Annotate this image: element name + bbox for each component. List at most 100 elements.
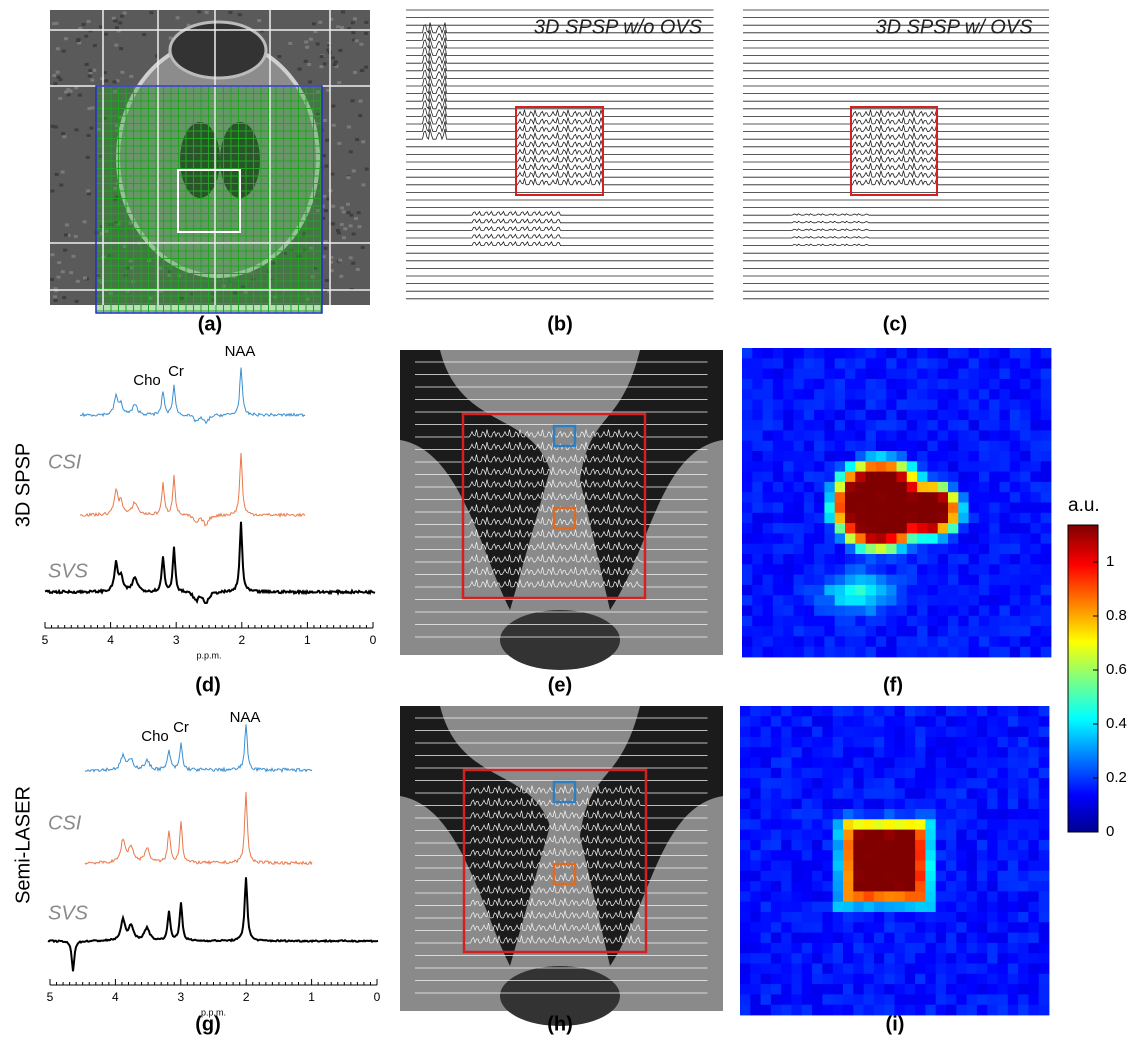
heat-cell xyxy=(750,922,761,933)
heat-cell xyxy=(824,420,836,431)
heat-cell xyxy=(742,626,753,637)
heat-cell xyxy=(896,461,908,472)
heat-cell xyxy=(863,819,875,830)
heat-cell xyxy=(772,543,784,555)
heat-cell xyxy=(956,706,967,717)
heat-cell xyxy=(884,881,895,892)
heat-cell xyxy=(762,543,774,555)
heat-cell xyxy=(843,716,854,727)
noise xyxy=(53,295,58,299)
heat-cell xyxy=(791,747,803,758)
heat-cell xyxy=(863,716,875,727)
heat-cell xyxy=(873,736,885,748)
heat-cell xyxy=(762,492,774,503)
heat-cell xyxy=(814,378,825,390)
heat-cell xyxy=(822,767,834,779)
heat-cell xyxy=(978,481,990,493)
heat-cell xyxy=(956,809,967,820)
noise xyxy=(66,233,71,237)
heat-cell xyxy=(937,554,949,565)
heat-cell xyxy=(824,348,836,359)
heat-cell xyxy=(956,736,967,748)
heat-cell xyxy=(791,912,803,923)
heat-cell xyxy=(896,502,908,514)
axis-tick-label: 3 xyxy=(177,990,184,1004)
heat-cell xyxy=(783,420,794,431)
spectrum-row xyxy=(406,60,714,73)
heat-cell xyxy=(958,378,969,390)
heat-cell xyxy=(875,430,887,442)
heat-cell xyxy=(832,922,844,933)
heat-cell xyxy=(740,819,751,830)
heat-cell xyxy=(791,901,803,913)
heat-cell xyxy=(894,757,906,769)
heat-cell xyxy=(1009,420,1021,431)
heat-cell xyxy=(750,953,761,964)
heat-cell xyxy=(966,829,978,841)
heat-cell xyxy=(843,736,854,748)
heat-cell xyxy=(760,984,772,995)
heat-cell xyxy=(812,860,823,872)
heat-cell xyxy=(904,922,916,933)
heat-cell xyxy=(978,626,990,637)
heat-cell xyxy=(793,564,805,575)
noise xyxy=(86,20,91,24)
heat-cell xyxy=(946,829,957,841)
heat-cell xyxy=(865,584,877,596)
ventricle xyxy=(220,122,260,198)
spectrum xyxy=(79,367,306,425)
heat-cell xyxy=(781,726,792,738)
heat-cell xyxy=(873,870,885,882)
ventricle xyxy=(180,122,220,198)
heat-cell xyxy=(834,409,846,421)
heat-cell xyxy=(770,984,782,995)
heat-cell xyxy=(1028,922,1040,933)
heat-cell xyxy=(824,554,836,565)
heat-cell xyxy=(772,358,784,369)
heat-cell xyxy=(752,574,763,586)
heat-cell xyxy=(968,512,980,524)
heat-cell xyxy=(989,595,1000,606)
heat-cell xyxy=(742,430,753,442)
heat-cell xyxy=(740,912,751,923)
heat-cell xyxy=(822,912,834,923)
heat-cell xyxy=(987,963,998,975)
heat-cell xyxy=(812,778,823,789)
heat-cell xyxy=(865,646,877,658)
heat-cell xyxy=(989,348,1000,359)
heat-cell xyxy=(781,819,792,830)
heat-cell xyxy=(925,994,937,1006)
dark-region xyxy=(400,706,550,966)
heat-cell xyxy=(822,1004,834,1016)
noise xyxy=(329,255,334,259)
heat-cell xyxy=(740,932,751,944)
heat-cell xyxy=(925,1004,937,1016)
heat-cell xyxy=(927,358,939,369)
heat-cell xyxy=(1030,595,1042,606)
heat-cell xyxy=(976,994,988,1006)
heat-cell xyxy=(783,615,794,627)
heat-cell xyxy=(772,595,784,606)
heat-cell xyxy=(906,605,918,617)
noise xyxy=(62,296,67,300)
heat-cell xyxy=(1007,788,1019,800)
peak-label: Cho xyxy=(141,728,169,745)
heat-cell xyxy=(803,430,815,442)
heat-cell xyxy=(781,809,792,820)
heat-cell xyxy=(976,809,988,820)
heat-cell xyxy=(853,870,864,882)
heat-cell xyxy=(865,595,877,606)
spectrum xyxy=(79,452,306,527)
heat-cell xyxy=(958,636,969,648)
heat-cell xyxy=(853,881,864,892)
spectrum-row xyxy=(406,22,714,35)
heat-cell xyxy=(793,554,805,565)
heat-cell xyxy=(855,646,866,658)
heat-cell xyxy=(956,994,967,1006)
noise xyxy=(323,246,328,250)
heat-cell xyxy=(886,492,897,503)
heat-cell xyxy=(772,564,784,575)
noise xyxy=(142,33,147,37)
heat-cell xyxy=(1030,399,1042,411)
heat-cell xyxy=(770,912,782,923)
